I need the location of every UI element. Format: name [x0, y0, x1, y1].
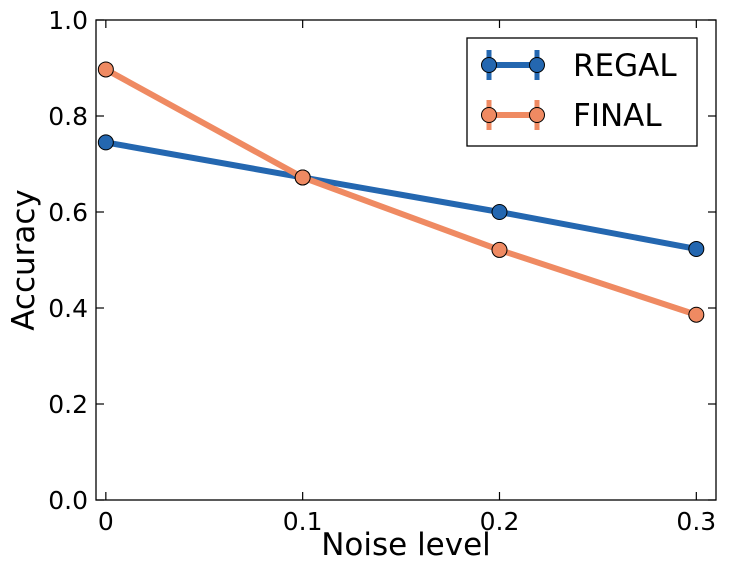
legend-box: [466, 37, 698, 147]
series-line-regal: [105, 139, 697, 252]
y-tick-label: 0.6: [48, 198, 88, 227]
y-tick-label: 1.0: [48, 6, 88, 35]
x-axis-label: Noise level: [321, 527, 491, 559]
legend-marker-final: [481, 107, 497, 123]
legend-marker-regal: [481, 57, 497, 73]
y-axis-label: Accuracy: [6, 189, 42, 331]
data-point-regal: [491, 204, 508, 220]
data-point-regal: [688, 240, 705, 257]
x-tick-label: 0.2: [480, 507, 520, 536]
legend-label-final: FINAL: [573, 98, 662, 134]
y-tick-label: 0.0: [48, 486, 88, 515]
x-tick-label: 0: [98, 507, 114, 536]
y-tick-label: 0.8: [48, 102, 88, 131]
x-tick-label: 0.1: [283, 507, 323, 536]
y-tick-label: 0.2: [48, 390, 88, 419]
y-tick-label: 0.4: [48, 294, 88, 323]
plot-frame: [95, 19, 717, 501]
legend-marker-regal: [529, 57, 545, 73]
data-point-final: [294, 169, 311, 186]
legend-marker-final: [529, 107, 545, 123]
data-point-final: [491, 241, 508, 258]
data-point-regal: [97, 134, 114, 151]
data-point-final: [688, 306, 705, 323]
legend-label-regal: REGAL: [573, 48, 677, 84]
series-line-final: [104, 66, 698, 318]
data-point-final: [97, 61, 114, 78]
x-tick-label: 0.3: [676, 507, 716, 536]
